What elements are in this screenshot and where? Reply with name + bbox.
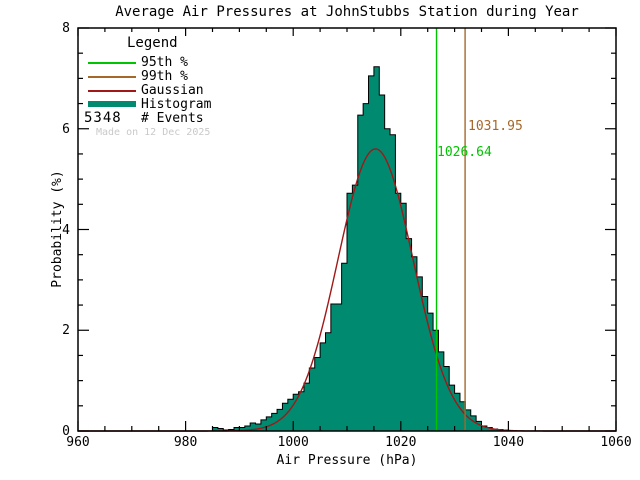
legend-title: Legend [127, 35, 178, 51]
legend-p95-label: 95th % [141, 55, 188, 70]
x-tick-label-980: 980 [173, 435, 198, 450]
legend-gaussian-line-swatch [88, 90, 136, 92]
y-tick-label-8: 8 [62, 21, 70, 36]
legend-p95-line-swatch [88, 62, 136, 64]
x-tick-label-1040: 1040 [492, 435, 525, 450]
chart-title: Average Air Pressures at JohnStubbs Stat… [115, 4, 579, 20]
y-tick-label-0: 0 [62, 424, 70, 439]
y-tick-label-2: 2 [62, 323, 70, 339]
legend-events-label: # Events [141, 111, 204, 126]
x-tick-label-960: 960 [66, 435, 90, 450]
x-tick-label-1060: 1060 [600, 435, 632, 450]
legend-gaussian-label: Gaussian [141, 83, 204, 98]
percentile-95-value-label: 1026.64 [437, 145, 492, 160]
x-axis-title: Air Pressure (hPa) [276, 453, 418, 468]
watermark: Made on 12 Dec 2025 [96, 127, 211, 138]
y-tick-label-6: 6 [62, 121, 70, 137]
legend-histogram-label: Histogram [141, 97, 212, 112]
legend-events-count: 5348 [84, 110, 122, 126]
legend-p99-line-swatch [88, 76, 136, 78]
y-tick-label-4: 4 [62, 222, 70, 238]
legend-histogram-swatch [88, 101, 136, 107]
x-tick-label-1000: 1000 [277, 435, 309, 450]
percentile-99-value-label: 1031.95 [468, 119, 523, 134]
legend-p99-label: 99th % [141, 69, 188, 84]
histogram-series [212, 66, 509, 432]
x-tick-label-1020: 1020 [385, 435, 417, 450]
